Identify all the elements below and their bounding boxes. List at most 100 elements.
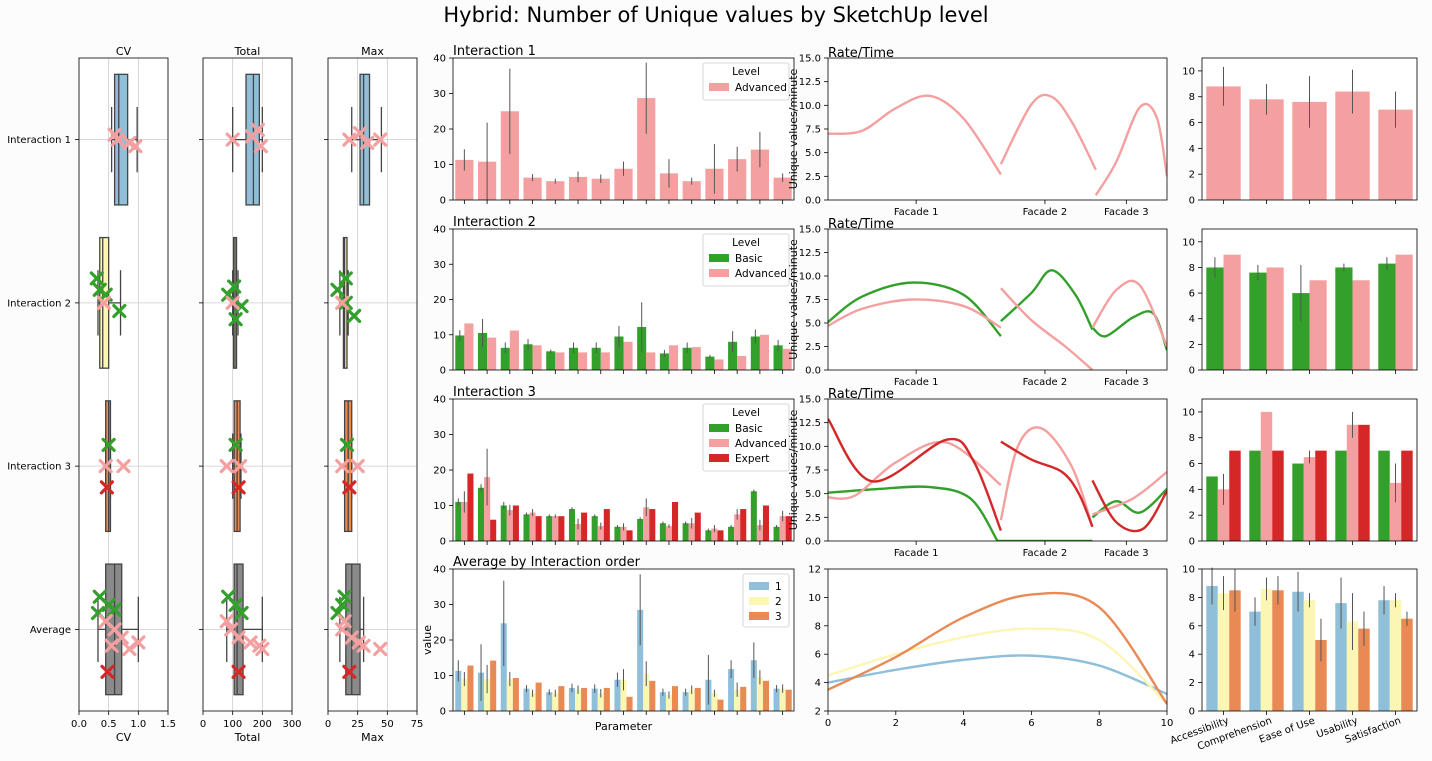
x-marker-stroke xyxy=(221,287,236,302)
bars-int1-ytick-label: 30 xyxy=(433,89,446,100)
bars-avg-legend-swatch xyxy=(749,597,769,605)
bars-int2-bar xyxy=(487,337,497,370)
bars-avg-bar xyxy=(643,673,650,711)
box-max-point xyxy=(350,459,365,474)
box-max-point xyxy=(360,135,375,150)
bars-int3-legend-label: Expert xyxy=(735,453,769,465)
x-marker-stroke xyxy=(342,132,357,147)
bars-avg-bar xyxy=(665,695,672,711)
rate1-series-line xyxy=(1094,102,1167,196)
rate3-ytick-label: 12.5 xyxy=(799,418,821,429)
plots-area: CV 0.0 0.5 1.0 1.5 CV Interaction 1 Interaction… xyxy=(7,44,1418,753)
sat3-ytick-label: 10 xyxy=(1182,407,1195,418)
rate-avg-xtick-label: 4 xyxy=(960,718,966,729)
box-max-point xyxy=(347,308,362,324)
bars-int1-legend-title: Level xyxy=(732,66,760,78)
box-total-point xyxy=(219,459,234,474)
box-total-point xyxy=(228,312,243,327)
sat1-ytick-label: 6 xyxy=(1189,118,1195,129)
bars-int2-bar xyxy=(600,352,610,370)
box-total-box xyxy=(233,563,244,696)
bars-int3-bar xyxy=(512,505,519,541)
bars-int2-bar xyxy=(737,355,747,370)
bars-int1-legend-label: Advanced xyxy=(735,82,787,94)
bars-avg-bar xyxy=(558,686,565,711)
box-total-point xyxy=(232,459,248,474)
rate3-series-line xyxy=(1091,488,1167,519)
rate2-ytick-label: 10.0 xyxy=(799,272,821,283)
x-marker-stroke xyxy=(255,641,270,657)
box-total-xtick-label: 300 xyxy=(282,719,301,730)
bars-int3-bar xyxy=(484,477,491,541)
x-marker-stroke xyxy=(101,437,116,453)
bars-avg-title: Average by Interaction order xyxy=(453,555,641,570)
x-marker-stroke xyxy=(337,589,352,604)
sat3-bar xyxy=(1358,424,1370,541)
rate2-ytick-label: 2.5 xyxy=(805,342,821,353)
box-total-xtick-label: 200 xyxy=(253,719,272,730)
rate3-xtick-label: Facade 2 xyxy=(1023,548,1068,559)
bars-int2-bar xyxy=(532,345,542,370)
sat2-bar xyxy=(1266,267,1284,370)
sat3-bar xyxy=(1389,482,1402,541)
box-cv-xtick-label: 0.0 xyxy=(71,719,87,730)
bars-avg-bar xyxy=(620,679,627,711)
sat3-ytick-label: 8 xyxy=(1189,433,1195,444)
x-marker-stroke xyxy=(112,303,127,319)
sat3-ytick-label: 0 xyxy=(1189,537,1195,548)
box-max-point xyxy=(335,597,350,612)
box-max-xtick-label: 0 xyxy=(325,719,331,730)
bars-int3-bar xyxy=(546,516,553,541)
bars-int3-bar xyxy=(620,526,627,541)
bars-int2-ytick-label: 0 xyxy=(440,366,446,377)
rate2-xtick-label: Facade 1 xyxy=(894,377,939,388)
sat2-bar xyxy=(1223,254,1241,370)
bars-int1-ytick-label: 0 xyxy=(440,196,446,207)
bars-avg-ylabel: value xyxy=(421,625,434,655)
rate1-series-line xyxy=(999,93,1097,171)
sat3-bar xyxy=(1249,450,1261,541)
bars-avg-bar xyxy=(597,693,604,711)
rate2-lines xyxy=(828,269,1167,370)
sat-avg-bar xyxy=(1315,640,1327,711)
x-marker-stroke xyxy=(89,271,104,286)
x-marker-stroke xyxy=(224,622,239,637)
bars-int2-bar xyxy=(478,332,488,370)
bars-int3-bar xyxy=(490,519,497,541)
box-max-bg xyxy=(328,58,417,711)
bars-int2-bar xyxy=(591,347,601,370)
bars-int1-bar xyxy=(637,98,656,200)
bars-avg-bar xyxy=(779,688,786,711)
rate-avg-xtick-label: 0 xyxy=(825,718,831,729)
bars-avg-legend-swatch xyxy=(749,612,769,620)
x-marker-stroke xyxy=(92,589,107,604)
bars-avg-bar xyxy=(728,669,735,711)
x-marker-stroke xyxy=(344,630,359,645)
sat1-ytick-label: 8 xyxy=(1189,92,1195,103)
bars-avg-bar xyxy=(762,680,769,711)
box-max-point xyxy=(335,295,350,310)
rate2-series-line xyxy=(1000,287,1094,370)
bars-int2-bar xyxy=(705,356,715,370)
bars-int2-legend-title: Level xyxy=(732,237,760,249)
box-total-box xyxy=(245,73,261,206)
sat2-ytick-label: 2 xyxy=(1189,340,1195,351)
bars-int3-bar xyxy=(626,530,633,541)
bars-int3-bar xyxy=(659,523,666,541)
x-marker-stroke xyxy=(131,635,146,650)
box-total-frame xyxy=(202,57,293,712)
rate2-xtick-label: Facade 2 xyxy=(1023,377,1068,388)
sat-avg-ytick-label: 0 xyxy=(1189,707,1195,718)
sat-avg-bar xyxy=(1378,600,1390,711)
x-marker-stroke xyxy=(356,638,371,653)
bars-avg-bar xyxy=(682,692,689,711)
bars-int3-bar xyxy=(597,526,604,541)
box-cv-point xyxy=(107,602,122,617)
sat1-ytick-label: 4 xyxy=(1189,144,1195,155)
bars-int3-legend-title: Level xyxy=(732,407,760,419)
rate3-ytick-label: 10.0 xyxy=(799,442,821,453)
box-cv-point xyxy=(98,459,113,474)
bars-int3-bar xyxy=(785,516,792,541)
bars-int3-bar xyxy=(529,512,536,541)
rate1-ytick-label: 2.5 xyxy=(805,172,821,183)
